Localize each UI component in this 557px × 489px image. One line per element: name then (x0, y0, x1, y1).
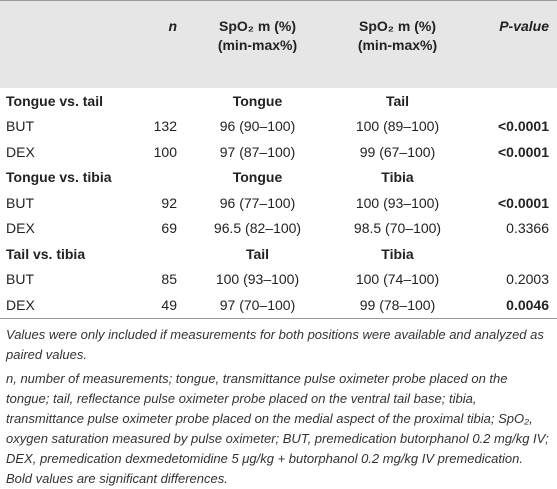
group-site: Tail (245, 245, 270, 262)
header-row: n SpO₂ m (%) (min-max%) SpO₂ m (%) (min-ma… (0, 0, 557, 88)
group-row: Tongue vs. tibia Tongue Tibia (0, 165, 557, 191)
group-row: Tongue vs. tail Tongue Tail (0, 88, 557, 114)
spo2-cell: 99 (67–100) (359, 143, 436, 160)
header-text: SpO₂ m (%) (219, 18, 296, 34)
data-row: DEX 100 97 (87–100) 99 (67–100) <0.0001 (0, 139, 557, 165)
spo2-cell: 98.5 (70–100) (353, 220, 442, 237)
cell (140, 241, 185, 267)
group-site: Tongue (232, 169, 283, 186)
data-row: BUT 92 96 (77–100) 100 (93–100) <0.0001 (0, 190, 557, 216)
row-label: BUT (6, 194, 34, 211)
footnote: n, number of measurements; tongue, trans… (6, 370, 549, 486)
row-label: DEX (6, 143, 35, 160)
group-title: Tail vs. tibia (6, 245, 86, 262)
header-col2: SpO₂ m (%) (min-max%) (330, 0, 465, 88)
p-cell: <0.0001 (498, 143, 549, 160)
p-cell: 0.2003 (506, 271, 549, 288)
group-site: Tail (385, 92, 410, 109)
table-body: Tongue vs. tail Tongue Tail BUT 132 96 (90–10… (0, 88, 557, 319)
n-cell: 69 (161, 220, 177, 237)
data-row: BUT 85 100 (93–100) 100 (74–100) 0.2003 (0, 267, 557, 293)
data-row: DEX 69 96.5 (82–100) 98.5 (70–100) 0.3366 (0, 216, 557, 242)
p-cell: 0.3366 (506, 220, 549, 237)
data-row: BUT 132 96 (90–100) 100 (89–100) <0.0001 (0, 114, 557, 140)
spo2-cell: 100 (74–100) (355, 271, 440, 288)
cell (465, 165, 557, 191)
header-col1: SpO₂ m (%) (min-max%) (185, 0, 330, 88)
spo2-cell: 99 (78–100) (330, 292, 465, 319)
data-table: n SpO₂ m (%) (min-max%) SpO₂ m (%) (min-ma… (0, 0, 557, 319)
spo2-cell: 100 (93–100) (215, 271, 300, 288)
p-cell: <0.0001 (498, 118, 549, 135)
header-n: n (140, 0, 185, 88)
n-cell: 49 (140, 292, 185, 319)
n-cell: 100 (153, 143, 177, 160)
group-site: Tibia (381, 169, 414, 186)
spo2-cell: 96.5 (82–100) (213, 220, 302, 237)
footnote: Values were only included if measurement… (6, 326, 544, 362)
group-title: Tongue vs. tibia (6, 169, 112, 186)
row-label: DEX (0, 292, 140, 319)
group-site: Tibia (381, 245, 414, 262)
row-label: DEX (6, 220, 35, 237)
footnotes: Values were only included if measurement… (0, 319, 557, 489)
spo2-cell: 96 (77–100) (219, 194, 296, 211)
spo2-cell: 97 (70–100) (185, 292, 330, 319)
n-cell: 132 (153, 118, 177, 135)
header-text: (min-max%) (357, 37, 438, 53)
n-cell: 85 (161, 271, 177, 288)
cell (465, 88, 557, 114)
spo2-cell: 97 (87–100) (219, 143, 296, 160)
header-text: (min-max%) (217, 37, 298, 53)
cell (465, 241, 557, 267)
cell (140, 165, 185, 191)
row-label: BUT (6, 118, 34, 135)
row-label: BUT (6, 271, 34, 288)
header-text: SpO₂ m (%) (359, 18, 436, 34)
group-title: Tongue vs. tail (6, 92, 103, 109)
cell (140, 88, 185, 114)
spo2-cell: 100 (93–100) (355, 194, 440, 211)
data-row: DEX 49 97 (70–100) 99 (78–100) 0.0046 (0, 292, 557, 319)
p-cell: 0.0046 (465, 292, 557, 319)
n-cell: 92 (161, 194, 177, 211)
header-p: P-value (465, 0, 557, 88)
spo2-cell: 100 (89–100) (355, 118, 440, 135)
group-row: Tail vs. tibia Tail Tibia (0, 241, 557, 267)
group-site: Tongue (232, 92, 283, 109)
header-cell (0, 0, 140, 88)
p-cell: <0.0001 (498, 194, 549, 211)
spo2-cell: 96 (90–100) (219, 118, 296, 135)
